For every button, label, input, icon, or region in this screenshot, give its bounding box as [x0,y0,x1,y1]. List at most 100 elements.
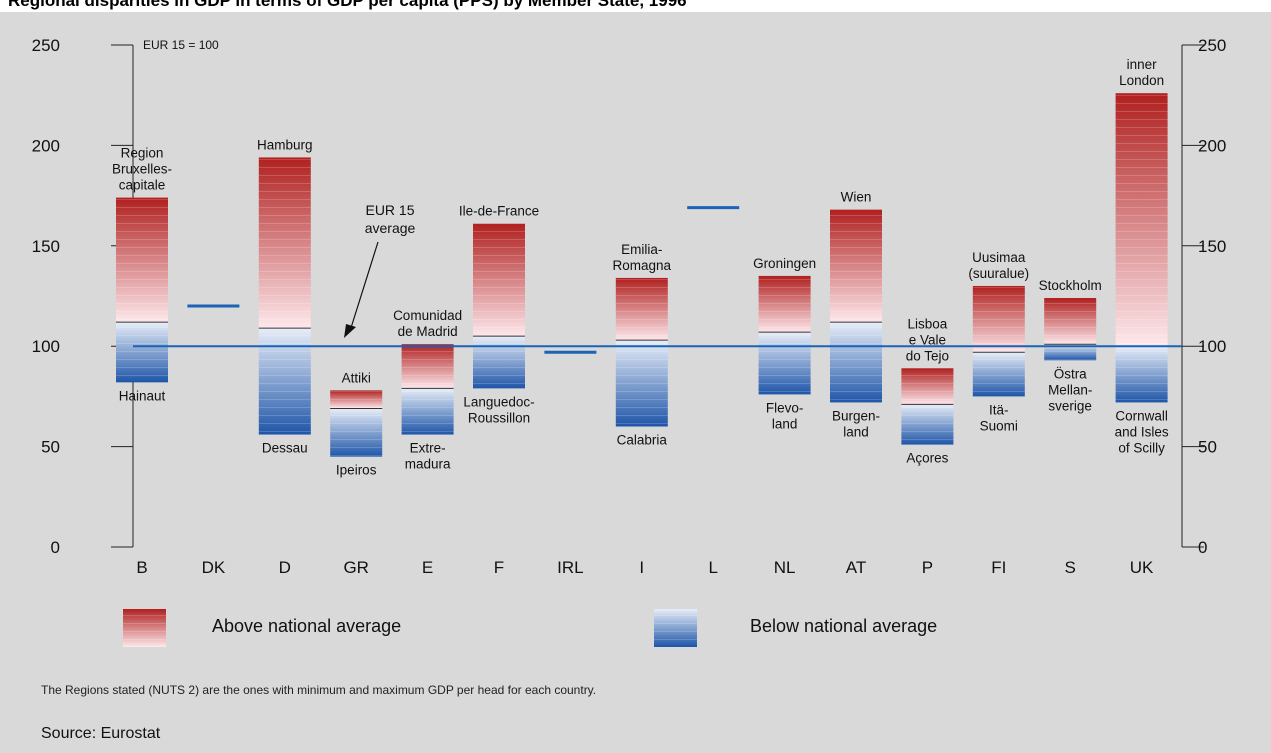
eu-average-arrow [349,241,379,332]
y-tick-label-right: 50 [1198,438,1217,457]
bar-below-bands-S [1044,344,1097,361]
y-tick-label-right: 100 [1198,337,1226,356]
min-region-label-AT: land [843,424,869,439]
x-tick-label-AT: AT [846,558,866,577]
bar-above-bands-NL [758,275,811,333]
source: Source: Eurostat [41,725,161,742]
bar-above-bands-I [615,277,668,341]
bar-below-bands-E [401,388,454,435]
bar-below-bands-F [473,336,525,389]
bar-above-bands-E [401,344,454,389]
title-strip: Regional disparities in GDP in terms of … [0,0,1271,12]
min-region-label-D: Dessau [262,441,308,456]
y-tick-label-right: 250 [1198,36,1226,55]
max-region-label-B: Bruxelles- [112,162,172,177]
bar-below-bands-FI [972,352,1025,397]
x-tick-label-DK: DK [202,558,226,577]
y-tick-label-left: 0 [51,538,60,557]
eu-average-arrowhead [344,324,356,338]
min-region-label-I: Calabria [617,433,668,448]
legend [123,609,697,647]
max-region-label-F: Ile-de-France [459,204,539,219]
min-region-label-UK: of Scilly [1118,440,1165,455]
min-region-label-B: Hainaut [119,388,166,403]
y-tick-label-right: 150 [1198,237,1226,256]
x-tick-label-E: E [422,558,433,577]
x-tick-label-B: B [136,558,147,577]
bar-above-bands-P [901,368,954,405]
max-region-label-P: e Vale [909,332,946,347]
x-tick-label-I: I [639,558,644,577]
bar-above-bands-FI [972,285,1025,353]
bar-above-bands-B [116,197,168,323]
x-tick-label-L: L [708,558,717,577]
x-tick-label-D: D [279,558,291,577]
bar-below-bands-NL [758,332,811,395]
min-region-label-F: Roussillon [468,410,530,425]
chart-title: Regional disparities in GDP in terms of … [8,0,687,10]
bar-above-bands-D [258,157,311,329]
max-region-label-E: de Madrid [398,324,458,339]
min-region-label-UK: and Isles [1115,424,1169,439]
max-region-label-P: do Tejo [906,348,949,363]
bar-above-bands-S [1044,298,1097,345]
x-tick-label-UK: UK [1130,558,1154,577]
legend-above-label: Above national average [212,616,402,636]
max-region-label-E: Comunidad [393,308,462,323]
bar-below-bands-GR [330,408,383,457]
x-tick-label-IRL: IRL [557,558,583,577]
max-region-label-D: Hamburg [257,137,313,152]
max-region-label-UK: inner [1127,57,1158,72]
max-region-label-S: Stockholm [1039,278,1102,293]
x-tick-label-P: P [922,558,933,577]
max-region-label-P: Lisboa [908,316,948,331]
x-tick-label-GR: GR [343,558,369,577]
legend-below-label: Below national average [750,616,938,636]
min-region-label-FI: Suomi [980,418,1018,433]
min-region-label-F: Languedoc- [463,394,534,409]
legend-below-swatch-bands [654,609,697,647]
y-tick-label-left: 200 [32,136,60,155]
min-region-label-UK: Cornwall [1115,408,1168,423]
min-region-label-NL: Flevo- [766,400,804,415]
min-region-label-E: Extre- [410,441,446,456]
footnote: The Regions stated (NUTS 2) are the ones… [41,683,597,697]
min-region-label-FI: Itä- [989,402,1009,417]
min-region-label-E: madura [405,457,451,472]
max-region-label-UK: London [1119,73,1164,88]
min-region-label-P: Açores [906,451,948,466]
x-tick-label-S: S [1065,558,1076,577]
max-region-label-FI: (suuralue) [968,266,1029,281]
bar-below-bands-B [116,322,168,383]
max-region-label-I: Romagna [613,258,672,273]
max-region-label-B: Region [121,146,164,161]
y-tick-label-right: 0 [1198,538,1207,557]
bar-below-bands-UK [1115,346,1168,403]
bar-below-bands-D [258,328,311,435]
max-region-label-FI: Uusimaa [972,250,1026,265]
max-region-label-B: capitale [119,178,166,193]
bar-below-bands-AT [830,322,882,403]
min-region-label-S: sverige [1048,398,1092,413]
min-region-label-S: Östra [1054,366,1087,381]
y-tick-label-right: 200 [1198,136,1226,155]
axes: 0 0 50 50 100 100 150 150 200 200 250 250 EUR 15 = 1… [32,36,1227,577]
max-region-label-AT: Wien [841,190,872,205]
bar-above-bands-UK [1115,93,1168,347]
min-region-label-NL: land [772,416,798,431]
y-tick-label-left: 50 [41,438,60,457]
x-tick-label-F: F [494,558,504,577]
bar-below-bands-P [901,404,954,445]
y-tick-label-left: 150 [32,237,60,256]
min-region-label-AT: Burgen- [832,408,880,423]
max-region-label-NL: Groningen [753,256,816,271]
bar-below-bands-I [615,340,668,427]
bar-above-bands-F [473,223,525,337]
x-tick-label-FI: FI [991,558,1006,577]
max-region-label-GR: Attiki [342,370,371,385]
bars [116,93,1182,457]
y-tick-label-left: 250 [32,36,60,55]
min-region-label-S: Mellan- [1048,382,1092,397]
